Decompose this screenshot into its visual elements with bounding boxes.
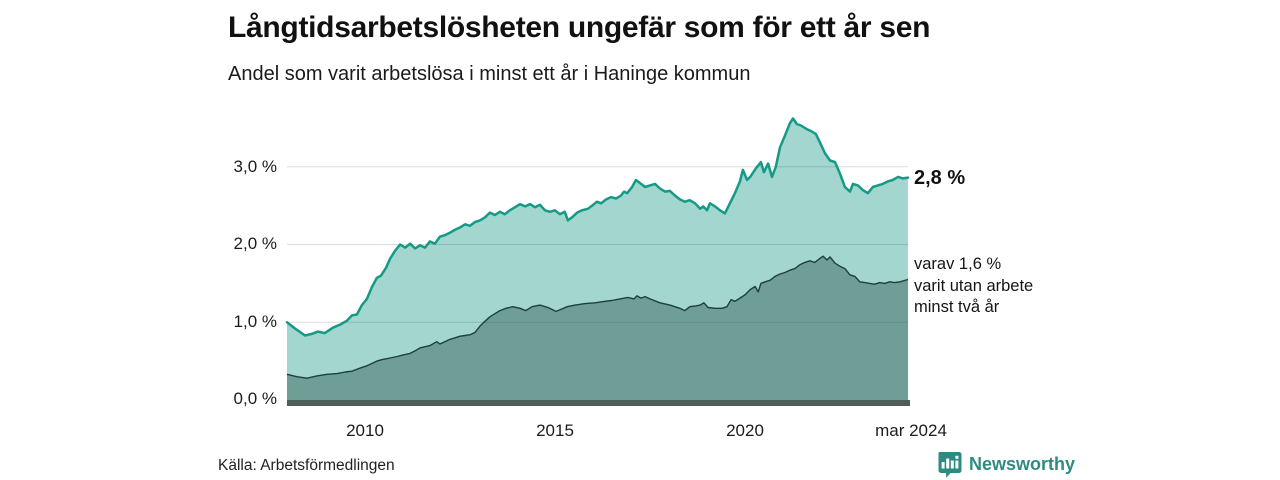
newsworthy-logo-link[interactable]: Newsworthy [936,451,1075,478]
x-axis-tick-2010: 2010 [346,421,384,440]
two-year-series-annotation: varav 1,6 % varit utan arbete minst två … [914,255,1034,316]
newsworthy-wordmark: Newsworthy [969,454,1076,474]
chart-subtitle: Andel som varit arbetslösa i minst ett å… [228,63,751,85]
x-axis-tick-2015: 2015 [536,421,574,440]
y-axis-tick-2: 2,0 % [233,234,277,253]
y-axis-tick-1: 1,0 % [233,312,277,331]
x-axis-tick-2020: 2020 [726,421,764,440]
newsworthy-bubble-chart-icon [936,451,962,478]
x-axis-baseline [287,400,910,406]
total-series-value-label: 2,8 % [914,167,966,189]
page-title: Långtidsarbetslösheten ungefär som för e… [228,11,931,44]
source-attribution: Källa: Arbetsförmedlingen [218,457,395,474]
y-axis-tick-3: 3,0 % [233,157,277,176]
line-unemployed-2yr [286,255,909,379]
x-axis-tick-mar-2024: mar 2024 [875,421,947,440]
line-total-unemployed-1yr [285,117,910,337]
area-unemployed-2yr [287,256,908,400]
y-axis-tick-0: 0,0 % [233,389,277,408]
